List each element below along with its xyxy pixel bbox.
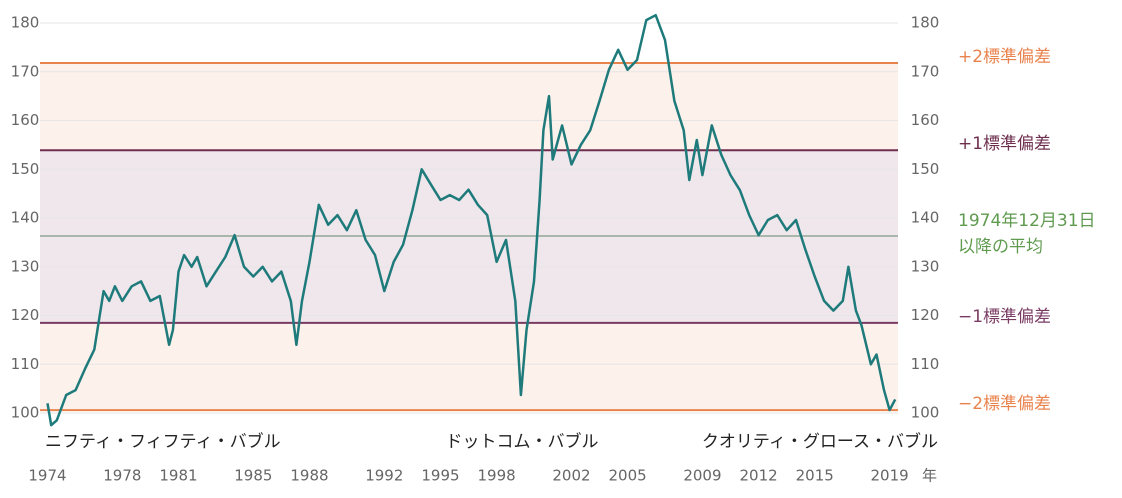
x-tick-label: 2015 (796, 467, 834, 485)
x-tick-label: 1998 (478, 467, 516, 485)
x-tick-label: 1981 (159, 467, 197, 485)
annotation: ドットコム・バブル (446, 431, 599, 452)
x-tick-label: 2002 (552, 467, 590, 485)
x-tick-label: 1985 (234, 467, 272, 485)
x-tick-label: 2019 (870, 467, 908, 485)
y-tick-label: 120 (11, 306, 40, 324)
reference-label: 1974年12月31日 (958, 211, 1096, 231)
y2-tick-label: 160 (911, 111, 940, 129)
y2-tick-label: 120 (911, 306, 940, 324)
x-tick-label: 1978 (103, 467, 141, 485)
y-tick-label: 130 (11, 257, 40, 275)
series-line (46, 13, 897, 427)
annotation: クオリティ・グロース・バブル (702, 431, 938, 452)
y-tick-label: 140 (11, 209, 40, 227)
reference-label: −1標準偏差 (958, 307, 1051, 327)
y2-tick-label: 100 (911, 404, 940, 422)
x-tick-label: 2005 (609, 467, 647, 485)
y-tick-label: 100 (11, 404, 40, 422)
y-tick-label: 160 (11, 111, 40, 129)
y-tick-label: 150 (11, 160, 40, 178)
y2-tick-label: 150 (911, 160, 940, 178)
reference-label: +1標準偏差 (958, 134, 1051, 154)
y2-tick-label: 140 (911, 209, 940, 227)
x-tick-label: 1988 (290, 467, 328, 485)
x-tick-label: 1995 (421, 467, 459, 485)
x-tick-label: 1992 (365, 467, 403, 485)
reference-label: −2標準偏差 (958, 394, 1051, 414)
y-tick-label: 180 (11, 14, 40, 32)
x-unit: 年 (922, 467, 937, 485)
reference-label: +2標準偏差 (958, 47, 1051, 67)
x-tick-label: 1974 (28, 467, 66, 485)
y2-tick-label: 180 (911, 14, 940, 32)
y2-tick-label: 130 (911, 257, 940, 275)
annotation: ニフティ・フィフティ・バブル (45, 431, 281, 452)
x-tick-label: 2009 (683, 467, 721, 485)
reference-label: 以降の平均 (958, 237, 1043, 257)
x-tick-label: 2012 (739, 467, 777, 485)
y-tick-label: 110 (11, 355, 40, 373)
y2-tick-label: 170 (911, 62, 940, 80)
y2-tick-label: 110 (911, 355, 940, 373)
y-tick-label: 170 (11, 62, 40, 80)
